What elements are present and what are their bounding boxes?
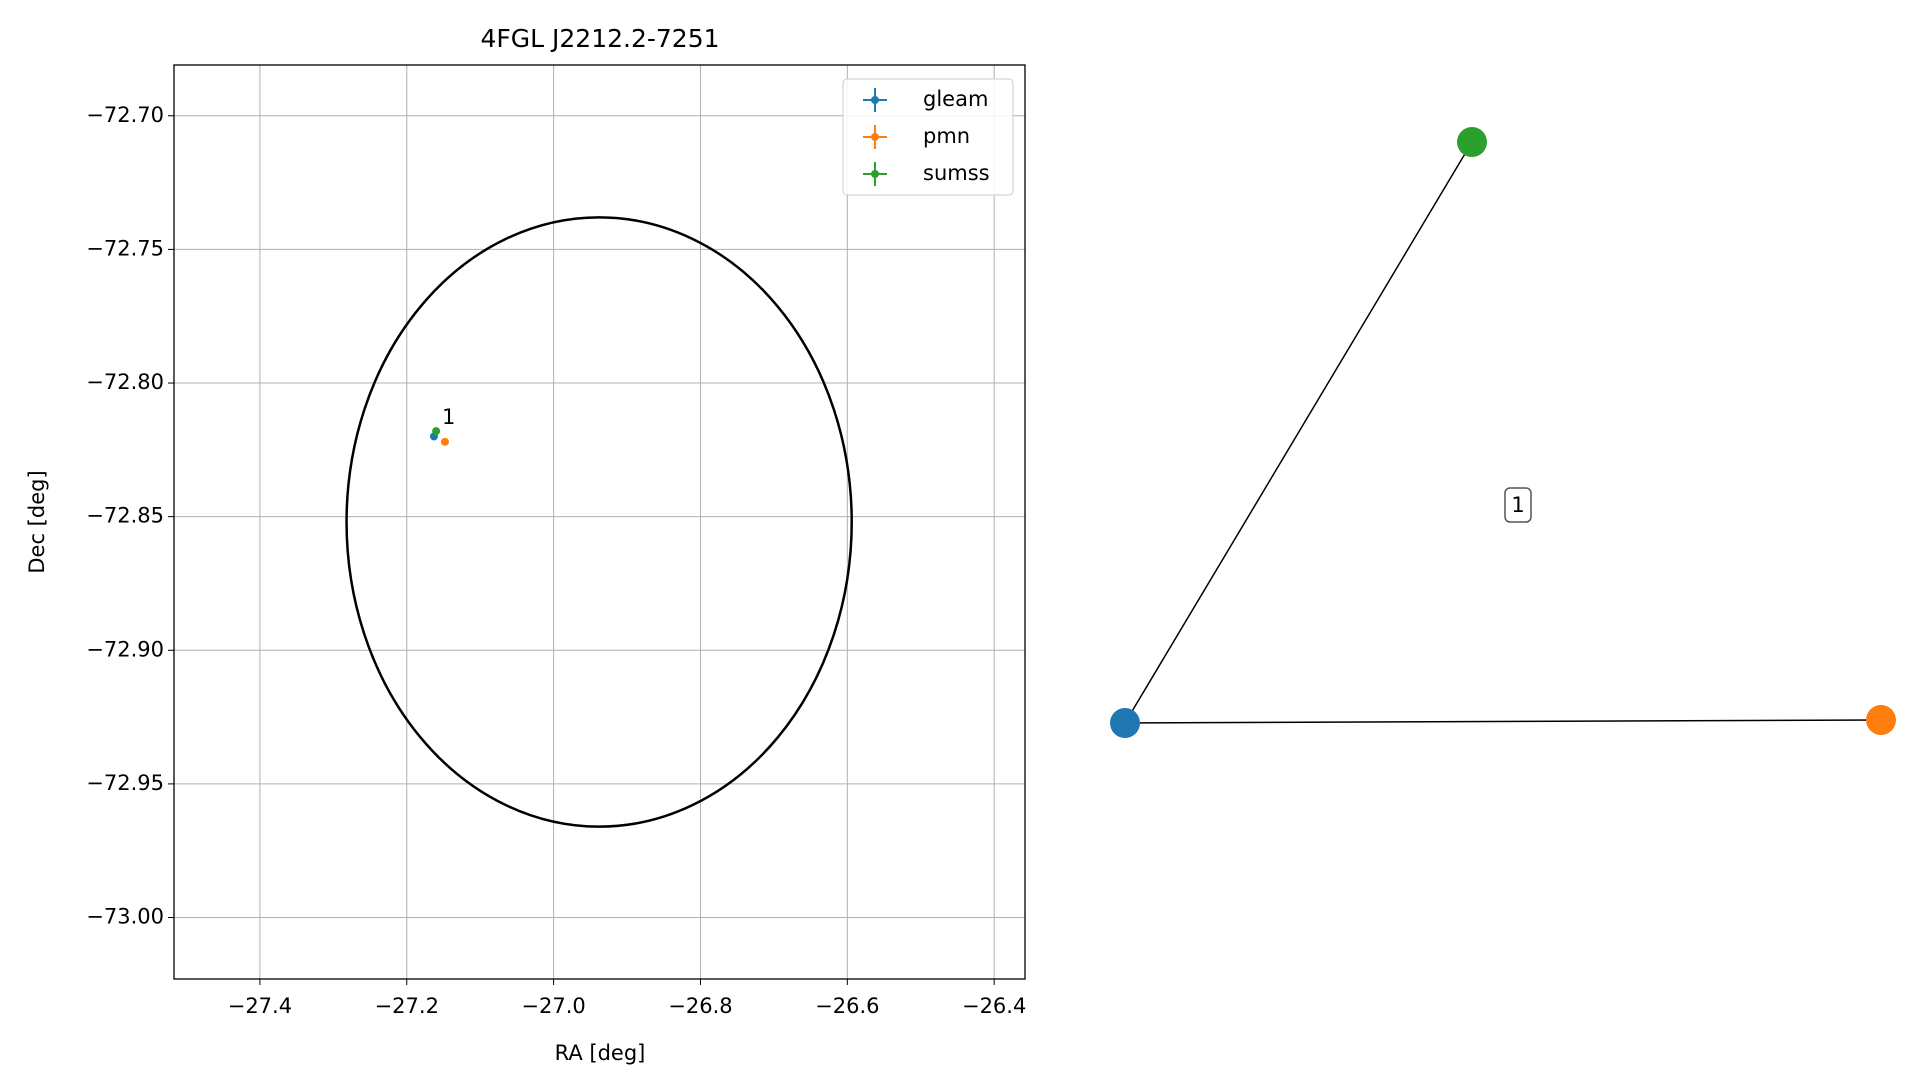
x-tick-label: −27.2 — [375, 994, 439, 1018]
x-tick-label: −27.0 — [521, 994, 585, 1018]
y-axis-label: Dec [deg] — [25, 470, 49, 573]
x-tick-label: −27.4 — [228, 994, 292, 1018]
legend-label: sumss — [923, 161, 990, 185]
point — [440, 437, 449, 446]
annotation: 1 — [442, 405, 455, 429]
y-tick-label: −72.90 — [86, 637, 164, 661]
legend-marker — [871, 133, 879, 141]
legend-marker — [871, 96, 879, 104]
y-tick-label: −72.85 — [86, 504, 164, 528]
point — [432, 427, 441, 436]
legend-marker — [871, 170, 879, 178]
x-axis-label: RA [deg] — [555, 1041, 646, 1065]
y-tick-label: −73.00 — [86, 905, 164, 929]
edge — [1124, 719, 1882, 724]
node — [1866, 705, 1896, 735]
x-tick-label: −26.6 — [815, 994, 879, 1018]
chart-title: 4FGL J2212.2-7251 — [480, 24, 719, 53]
x-tick-label: −26.8 — [668, 994, 732, 1018]
y-tick-label: −72.70 — [86, 103, 164, 127]
edge — [1124, 141, 1473, 724]
node — [1110, 708, 1140, 738]
label-box — [1504, 487, 1532, 523]
error-ellipse — [345, 216, 853, 828]
axes-frame — [173, 64, 1026, 980]
x-tick-label: −26.4 — [962, 994, 1026, 1018]
y-tick-label: −72.95 — [86, 771, 164, 795]
y-tick-label: −72.80 — [86, 370, 164, 394]
edge-label: 1 — [1511, 493, 1524, 517]
legend-label: pmn — [923, 124, 970, 148]
legend-box — [842, 78, 1014, 196]
legend-label: gleam — [923, 87, 988, 111]
node — [1457, 127, 1487, 157]
legend: gleam pmn sumss — [842, 78, 1014, 196]
y-tick-label: −72.75 — [86, 236, 164, 260]
